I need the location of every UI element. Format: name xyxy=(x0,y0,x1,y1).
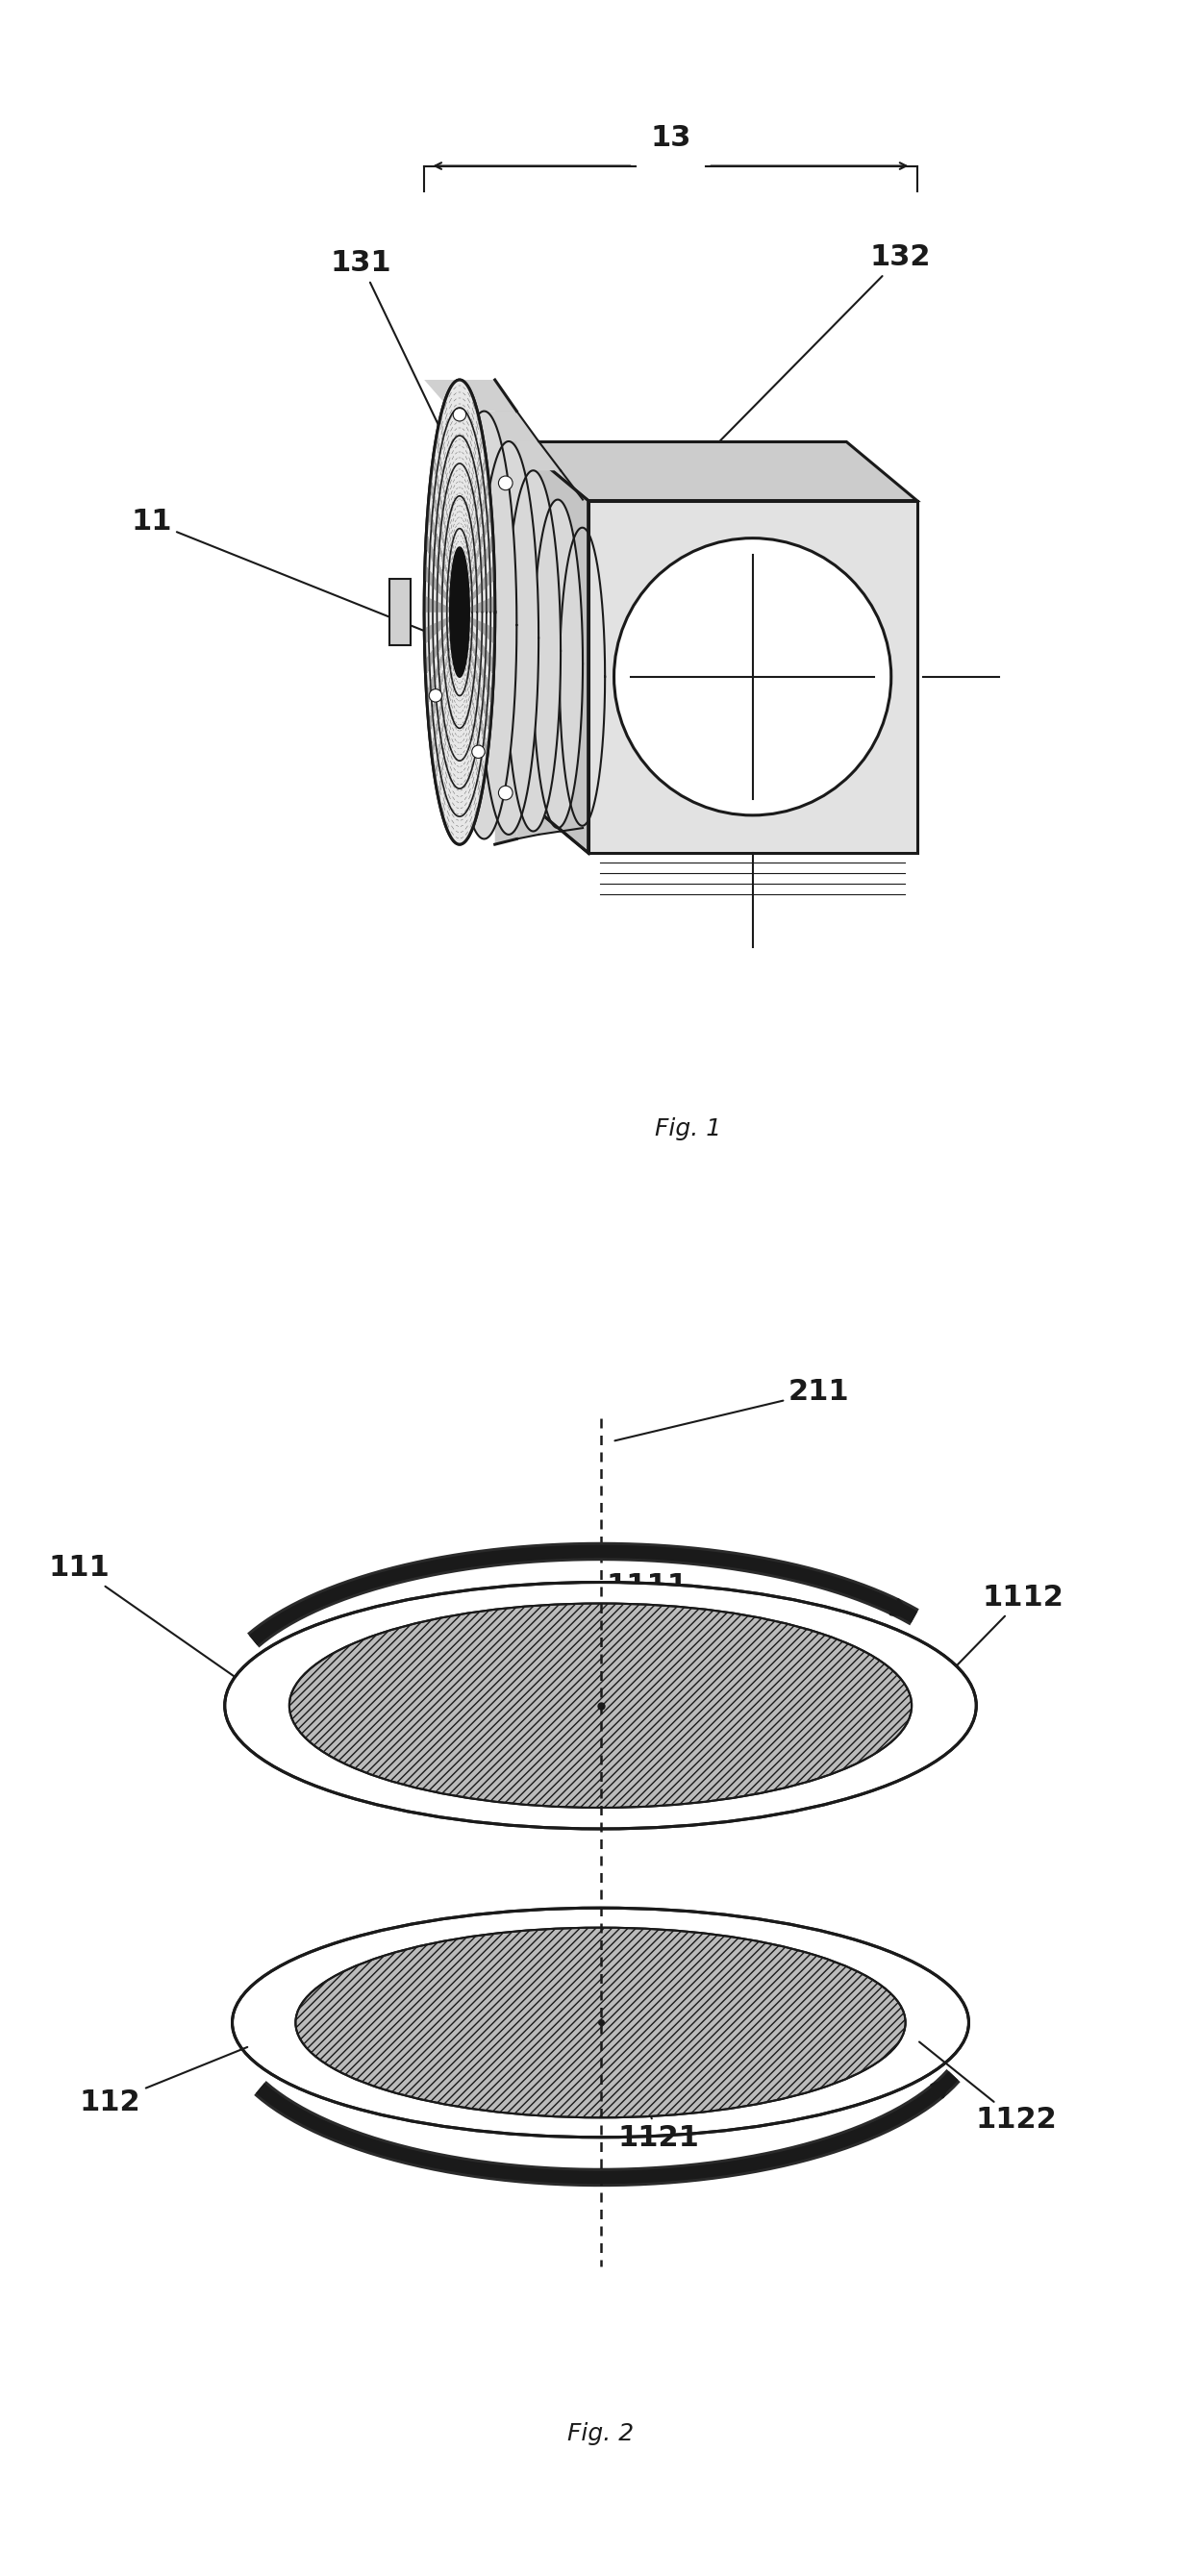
Polygon shape xyxy=(560,528,605,827)
Polygon shape xyxy=(424,379,495,845)
Polygon shape xyxy=(479,440,538,835)
Polygon shape xyxy=(538,440,561,835)
Polygon shape xyxy=(533,500,582,827)
Polygon shape xyxy=(588,500,918,853)
Circle shape xyxy=(614,538,891,814)
Text: 1121: 1121 xyxy=(614,2014,700,2151)
Polygon shape xyxy=(518,443,588,853)
Text: 111: 111 xyxy=(48,1553,240,1680)
Text: 13: 13 xyxy=(650,124,691,152)
Polygon shape xyxy=(495,379,516,845)
Text: 11: 11 xyxy=(131,507,462,647)
Polygon shape xyxy=(452,412,516,840)
Circle shape xyxy=(429,690,442,703)
Circle shape xyxy=(498,786,513,801)
Polygon shape xyxy=(389,580,411,644)
Text: 211: 211 xyxy=(615,1378,849,1440)
Text: 132: 132 xyxy=(685,245,931,477)
Ellipse shape xyxy=(289,1602,912,1808)
Ellipse shape xyxy=(232,1909,969,2138)
Circle shape xyxy=(453,407,466,420)
Polygon shape xyxy=(518,443,918,500)
Text: 131: 131 xyxy=(330,250,449,448)
Text: Fig. 1: Fig. 1 xyxy=(655,1118,722,1141)
Ellipse shape xyxy=(225,1582,976,1829)
Ellipse shape xyxy=(295,1927,906,2117)
Text: 112: 112 xyxy=(79,2048,247,2117)
Text: 1112: 1112 xyxy=(925,1584,1064,1698)
Polygon shape xyxy=(424,379,516,412)
Polygon shape xyxy=(452,412,538,440)
Polygon shape xyxy=(479,440,561,471)
Text: Fig. 2: Fig. 2 xyxy=(567,2421,634,2445)
Polygon shape xyxy=(533,500,605,528)
Text: 1122: 1122 xyxy=(919,2043,1057,2133)
Circle shape xyxy=(472,744,485,757)
Polygon shape xyxy=(424,379,495,845)
Circle shape xyxy=(498,477,513,489)
Polygon shape xyxy=(506,471,561,832)
Polygon shape xyxy=(582,500,605,827)
Polygon shape xyxy=(516,412,538,840)
Polygon shape xyxy=(561,471,582,832)
Polygon shape xyxy=(506,471,582,500)
Polygon shape xyxy=(449,546,470,677)
Text: 1111: 1111 xyxy=(555,1571,688,1698)
